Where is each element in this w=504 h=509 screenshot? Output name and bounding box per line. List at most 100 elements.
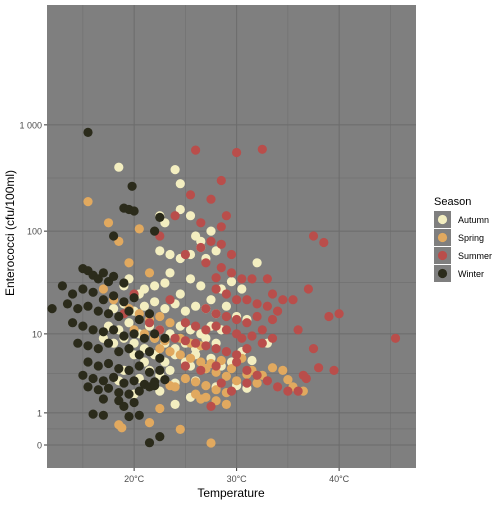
data-point xyxy=(103,309,114,319)
data-point xyxy=(232,295,242,305)
data-point xyxy=(216,378,226,388)
data-point xyxy=(144,318,155,328)
legend-label: Summer xyxy=(458,251,492,261)
data-point xyxy=(114,347,124,357)
data-point xyxy=(273,306,283,316)
data-point xyxy=(117,423,127,433)
data-point xyxy=(103,218,114,228)
data-point xyxy=(119,378,129,388)
data-point xyxy=(129,376,139,386)
data-point xyxy=(134,410,144,420)
data-point xyxy=(165,347,175,357)
data-point xyxy=(226,249,237,260)
data-point xyxy=(226,364,237,374)
y-tick-label: 0 xyxy=(37,441,42,451)
data-point xyxy=(278,295,288,305)
data-point xyxy=(109,291,119,301)
data-point xyxy=(170,399,180,409)
data-point xyxy=(57,281,67,291)
data-point xyxy=(98,295,108,305)
data-point xyxy=(257,144,267,154)
data-point xyxy=(232,314,242,325)
legend-key-summer xyxy=(437,250,448,261)
data-point xyxy=(293,386,303,396)
data-point xyxy=(283,386,293,396)
data-point xyxy=(144,438,155,448)
data-point xyxy=(191,338,201,348)
data-point xyxy=(211,284,221,294)
data-point xyxy=(124,389,134,399)
data-point xyxy=(211,367,221,377)
data-point xyxy=(221,347,231,357)
data-point xyxy=(191,145,201,155)
data-point xyxy=(103,338,114,348)
data-point xyxy=(144,268,155,278)
data-point xyxy=(150,329,160,339)
data-point xyxy=(78,321,88,331)
legend-label: Winter xyxy=(458,269,484,279)
data-point xyxy=(196,357,206,367)
legend-items: Autumn Spring Summer Winter xyxy=(434,211,492,282)
data-point xyxy=(114,388,124,398)
data-point xyxy=(98,284,108,294)
data-point xyxy=(119,401,129,411)
x-axis-ticks: 20°C 30°C 40°C xyxy=(124,468,350,484)
data-point xyxy=(119,278,129,288)
data-point xyxy=(88,409,98,419)
data-point xyxy=(180,318,190,328)
data-point xyxy=(134,224,144,234)
data-point xyxy=(216,263,226,273)
data-point xyxy=(47,304,57,314)
data-point xyxy=(201,304,211,314)
data-point xyxy=(237,333,247,343)
data-point xyxy=(257,338,267,348)
data-point xyxy=(144,367,155,377)
data-point xyxy=(124,344,134,354)
data-point xyxy=(301,373,311,384)
series-spring xyxy=(83,197,308,448)
data-point xyxy=(232,376,242,386)
data-point xyxy=(226,386,237,396)
legend-key-spring xyxy=(437,232,448,243)
data-point xyxy=(175,350,185,360)
data-point xyxy=(139,301,149,311)
data-point xyxy=(134,350,144,360)
data-point xyxy=(98,394,108,404)
data-point xyxy=(155,344,165,354)
data-point xyxy=(129,293,139,303)
data-point xyxy=(93,361,103,371)
data-point xyxy=(267,289,278,299)
data-point xyxy=(267,314,278,325)
data-point xyxy=(221,211,231,221)
data-point xyxy=(88,287,98,297)
data-point xyxy=(165,318,175,328)
data-point xyxy=(160,278,170,288)
data-point xyxy=(206,194,216,204)
data-point xyxy=(252,258,262,268)
data-point xyxy=(124,306,134,316)
data-point xyxy=(216,222,226,232)
y-tick-label: 10 xyxy=(32,329,42,339)
data-point xyxy=(252,311,262,322)
data-point xyxy=(165,249,175,260)
data-point xyxy=(211,385,221,395)
data-point xyxy=(134,314,144,325)
data-point xyxy=(165,381,175,391)
data-point xyxy=(175,204,185,215)
data-point xyxy=(109,372,119,382)
data-point xyxy=(165,295,175,305)
data-point xyxy=(216,239,226,249)
data-point xyxy=(109,325,119,335)
data-point xyxy=(201,325,211,335)
data-point xyxy=(165,268,175,278)
data-point xyxy=(221,289,231,299)
data-point xyxy=(129,206,139,216)
data-point xyxy=(134,386,144,396)
data-point xyxy=(252,299,262,309)
data-point xyxy=(119,297,129,307)
data-point xyxy=(308,344,319,354)
data-point xyxy=(180,361,190,371)
data-points xyxy=(47,127,401,448)
